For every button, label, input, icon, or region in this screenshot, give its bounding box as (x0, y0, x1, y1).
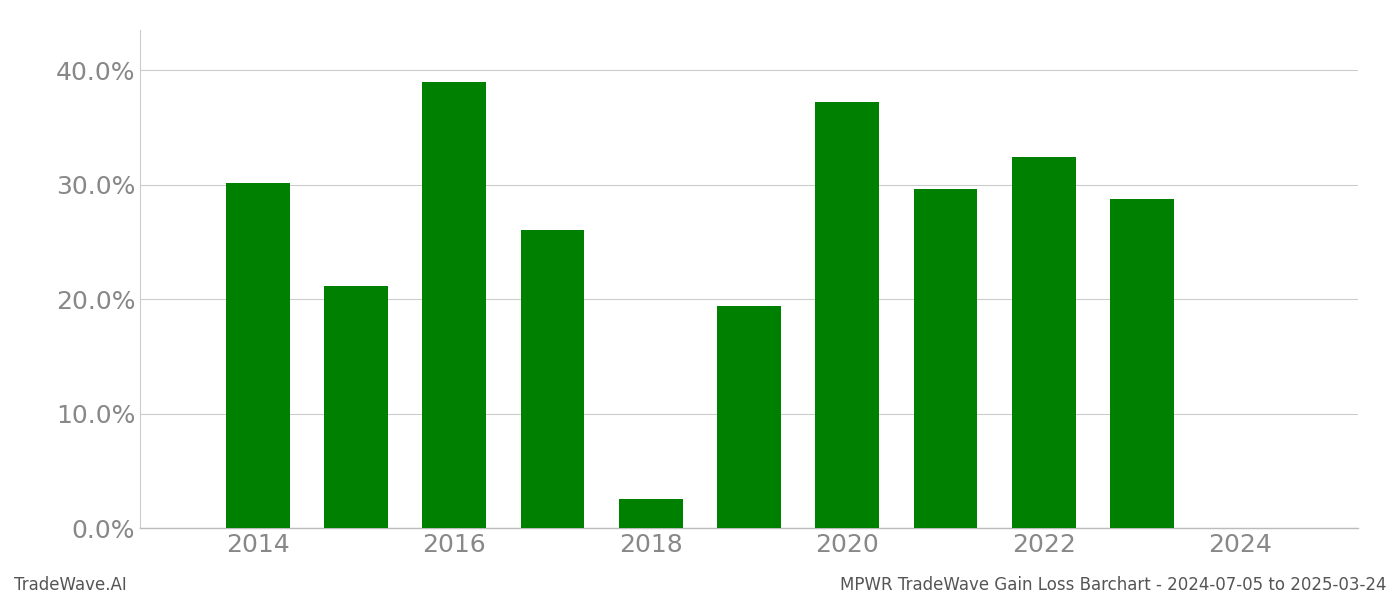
Text: MPWR TradeWave Gain Loss Barchart - 2024-07-05 to 2025-03-24: MPWR TradeWave Gain Loss Barchart - 2024… (840, 576, 1386, 594)
Text: TradeWave.AI: TradeWave.AI (14, 576, 127, 594)
Bar (815, 102, 879, 528)
Bar (717, 306, 781, 528)
Bar (423, 82, 486, 528)
Bar (914, 189, 977, 528)
Bar (225, 184, 290, 528)
Bar (521, 230, 584, 528)
Bar (1110, 199, 1173, 528)
Bar (619, 499, 683, 528)
Bar (1012, 157, 1075, 528)
Bar (325, 286, 388, 528)
